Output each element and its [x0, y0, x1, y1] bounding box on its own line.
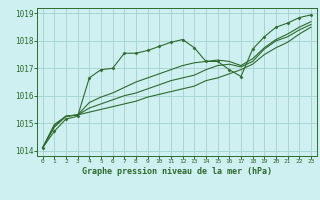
X-axis label: Graphe pression niveau de la mer (hPa): Graphe pression niveau de la mer (hPa) — [82, 167, 272, 176]
